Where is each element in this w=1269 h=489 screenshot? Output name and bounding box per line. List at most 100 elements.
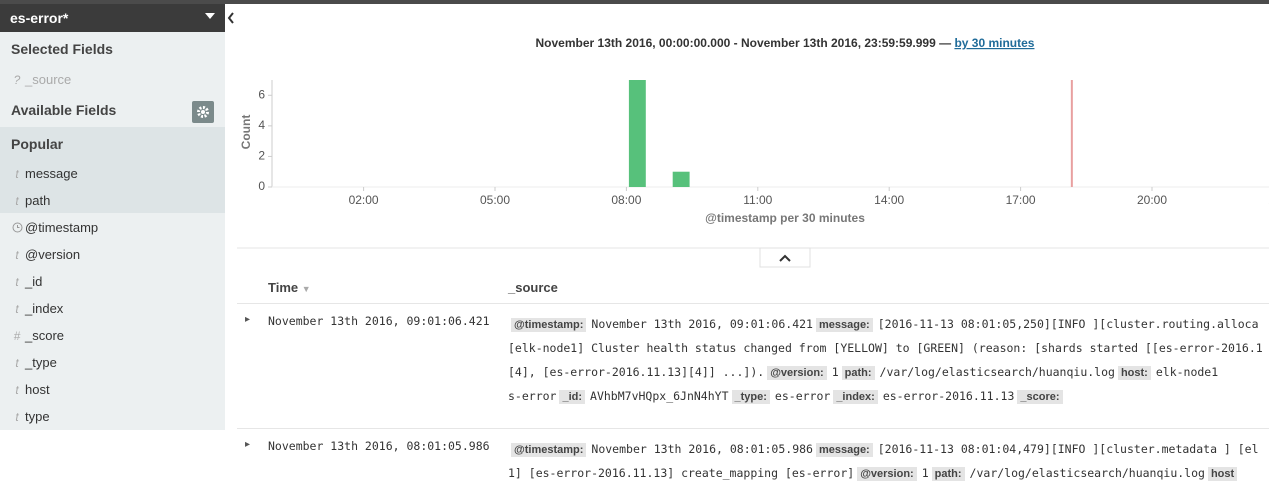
field-key: @timestamp: — [511, 318, 587, 332]
field-name: host — [25, 382, 50, 397]
field-type-icon: t — [15, 194, 19, 208]
field-name: _index — [25, 301, 64, 316]
field-type-icon: t — [15, 275, 19, 289]
expand-arrow[interactable]: ▸ — [245, 439, 251, 450]
toggle-chart[interactable] — [759, 247, 811, 268]
field-name: _score — [25, 328, 65, 343]
doc-time: November 13th 2016, 08:01:05.986 — [268, 439, 490, 453]
field-value: [2016-11-13 08:01:05,250][INFO ][cluster… — [877, 317, 1259, 331]
doc-source: @timestamp: November 13th 2016, 08:01:05.… — [508, 437, 1269, 485]
settings-button[interactable] — [192, 101, 214, 123]
field-value: November 13th 2016, 09:01:06.421 — [591, 317, 813, 331]
x-tick-label: 11:00 — [743, 193, 772, 207]
field-key: @timestamp: — [511, 443, 587, 457]
table-header: Time ▼ _source — [237, 270, 1269, 303]
field-value: [elk-node1] Cluster health status change… — [508, 341, 1263, 355]
field[interactable]: t @version — [0, 241, 225, 268]
field-name: _type — [25, 355, 57, 370]
y-tick-label: 2 — [258, 149, 265, 163]
field-type-icon: t — [15, 410, 19, 424]
field-value: November 13th 2016, 08:01:05.986 — [591, 442, 813, 456]
field[interactable]: t _index — [0, 295, 225, 322]
field[interactable]: t host — [0, 376, 225, 403]
field-value: elk-node1 — [1155, 365, 1219, 379]
field-type-icon: t — [15, 356, 19, 370]
index-pattern[interactable]: es-error* — [0, 4, 225, 32]
x-tick-label: 08:00 — [611, 193, 641, 207]
source-line: @timestamp: November 13th 2016, 08:01:05.… — [508, 437, 1269, 461]
field[interactable]: t type — [0, 403, 225, 430]
field[interactable]: t _id — [0, 268, 225, 295]
doc-row: ▸ November 13th 2016, 09:01:06.421 @timest… — [237, 303, 1269, 429]
bar — [628, 80, 646, 187]
field-key: message: — [815, 318, 873, 332]
section-title: Popular — [11, 136, 64, 152]
bar — [672, 171, 690, 187]
field-type-icon: t — [15, 302, 19, 316]
field-value: [4], [es-error-2016.11.13][4]] ...]). — [508, 365, 765, 379]
field-value: s-error — [508, 389, 557, 403]
field[interactable]: # _score — [0, 322, 225, 349]
field-key: _id: — [559, 390, 586, 404]
field-value: 1 — [921, 466, 929, 480]
doc-time: November 13th 2016, 09:01:06.421 — [268, 314, 490, 328]
field[interactable]: t path — [0, 187, 225, 214]
section-title: Selected Fields — [11, 41, 113, 57]
field-value: 1 — [831, 365, 839, 379]
field-type-icon: # — [13, 329, 21, 343]
x-tick-label: 14:00 — [874, 193, 904, 207]
field-key: message: — [815, 443, 873, 457]
field-key: path: — [931, 467, 965, 481]
source-line: [elk-node1] Cluster health status change… — [508, 336, 1269, 360]
section-title: Available Fields — [11, 102, 117, 118]
field-value: es-error — [774, 389, 831, 403]
field-value: /var/log/elasticsearch/huanqiu.log — [879, 365, 1115, 379]
index-pattern-name: es-error* — [10, 10, 69, 26]
field-key: _index: — [833, 390, 878, 404]
range-title: November 13th 2016, 00:00:00.000 - Novem… — [536, 36, 1035, 50]
sort-arrow: ▼ — [301, 284, 311, 294]
x-tick-label: 20:00 — [1137, 193, 1167, 207]
field[interactable]: @timestamp — [0, 214, 225, 241]
field-key: @version: — [767, 366, 827, 380]
popular-section — [0, 127, 225, 213]
field-name: _source — [25, 72, 72, 87]
source-line: s-error _id: AVhbM7vHQpx_6JnN4hYT _type: es-… — [508, 384, 1269, 408]
y-tick-label: 0 — [258, 179, 265, 193]
field-name: message — [25, 166, 78, 181]
field-name: _id — [25, 274, 43, 289]
column-header: _source — [508, 280, 558, 295]
field[interactable]: t message — [0, 160, 225, 187]
field[interactable]: t _type — [0, 349, 225, 376]
field-value: /var/log/elasticsearch/huanqiu.log — [969, 466, 1205, 480]
field-key: host: — [1117, 366, 1151, 380]
field-type-icon — [9, 215, 25, 242]
caret — [205, 13, 215, 19]
x-tick-label: 02:00 — [349, 193, 379, 207]
expand-arrow[interactable]: ▸ — [245, 314, 251, 325]
y-axis-label: Count — [239, 115, 253, 150]
field[interactable]: ? _source — [0, 66, 225, 93]
field-name: @timestamp — [25, 220, 99, 235]
sidebar: es-error* Selected Fields Available Fiel… — [0, 4, 225, 430]
y-tick-label: 4 — [258, 118, 265, 132]
doc-source: @timestamp: November 13th 2016, 09:01:06.… — [508, 312, 1269, 408]
field-type-icon: t — [15, 167, 19, 181]
field-name: path — [25, 193, 51, 208]
field-value: es-error-2016.11.13 — [882, 389, 1015, 403]
field-name: type — [25, 409, 50, 424]
chevron — [779, 254, 791, 262]
column-header[interactable]: Time ▼ — [268, 280, 311, 295]
histogram: November 13th 2016, 00:00:00.000 - Novem… — [237, 36, 1269, 268]
field-value: 1] [es-error-2016.11.13] create_mapping … — [508, 466, 855, 480]
field-type-icon: ? — [13, 73, 21, 87]
field-value: [2016-11-13 08:01:04,479][INFO ][cluster… — [877, 442, 1259, 456]
field-key: _type: — [731, 390, 770, 404]
x-tick-label: 05:00 — [480, 193, 510, 207]
field-name: @version — [25, 247, 81, 262]
field-type-icon: t — [15, 383, 19, 397]
source-line: @timestamp: November 13th 2016, 09:01:06.… — [508, 312, 1269, 336]
collapse-button[interactable] — [225, 4, 237, 32]
interval-link[interactable]: by 30 minutes — [954, 36, 1034, 50]
